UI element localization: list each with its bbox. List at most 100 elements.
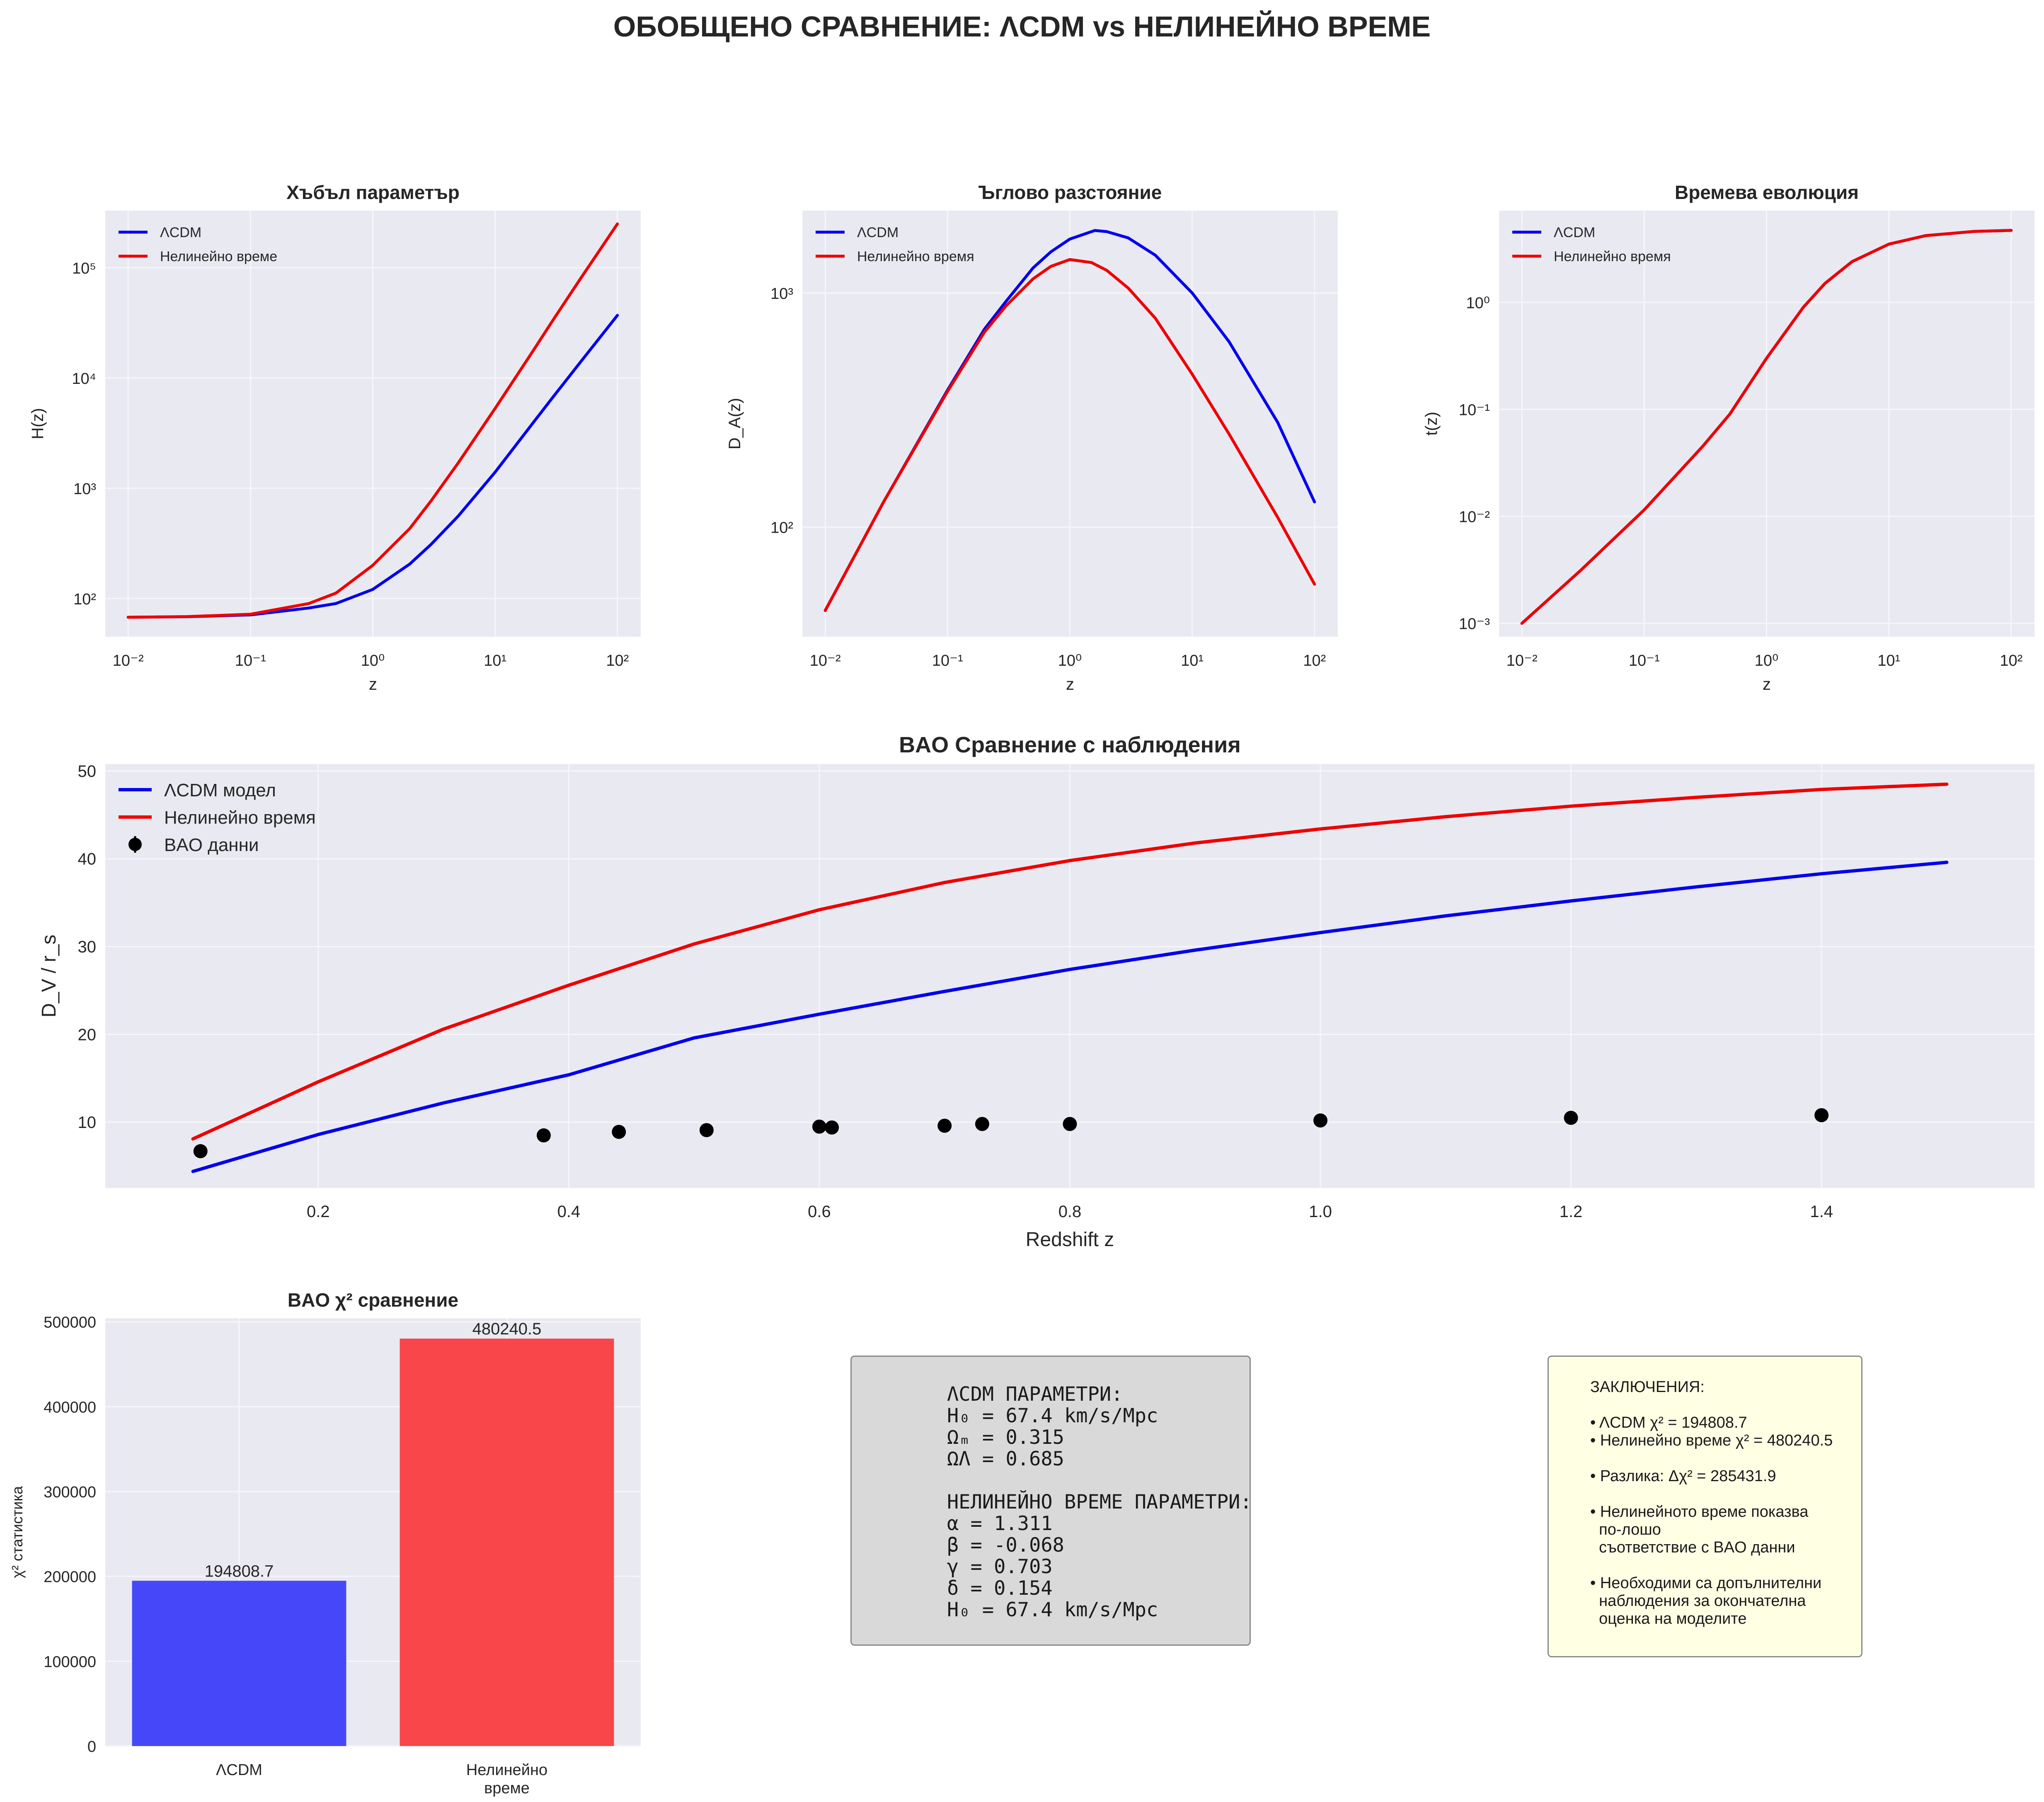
conclusion-line: оценка на моделите (1590, 1610, 1747, 1627)
x-tick-label: 10⁻¹ (932, 652, 963, 669)
figure-title: ОБОБЩЕНО СРАВНЕНИЕ: ΛCDM vs НЕЛИНЕЙНО ВР… (613, 10, 1431, 43)
series-line (126, 222, 619, 619)
y-tick-label: 10 (78, 1113, 97, 1132)
chart-title: BAO Сравнение с наблюдения (899, 732, 1241, 757)
x-tick-label: 1.0 (1309, 1203, 1332, 1221)
bar-value-label: 480240.5 (472, 1320, 542, 1338)
x-tick-label: 10² (1303, 652, 1326, 669)
x-tick-label: 0.6 (808, 1203, 831, 1221)
x-tick-label: 10¹ (1181, 652, 1204, 669)
x-category-label: време (484, 1780, 530, 1797)
conclusion-line: • Необходими са допълнителни (1590, 1574, 1822, 1592)
params-line: ΛCDM ПАРАМЕТРИ: (947, 1383, 1123, 1406)
data-point (975, 1117, 989, 1131)
chart-time: 10⁻² 10⁻¹ 10⁰ 10¹ 10² 10⁻³ 10⁻² 10⁻¹ 10⁰ ΛCDM Нели… (1422, 182, 2034, 694)
x-tick-label: 10⁻² (810, 652, 841, 669)
y-tick-label: 50 (78, 762, 97, 781)
conclusion-line: • Нелинейно време χ² = 480240.5 (1590, 1432, 1833, 1449)
parameters-box: ΛCDM ПАРАМЕТРИ: H₀ = 67.4 km/s/Mpc Ωₘ = … (850, 1356, 1252, 1646)
x-tick-label: 10² (2000, 652, 2022, 669)
x-tick-label: 10⁻² (113, 652, 144, 669)
y-tick-label: 200000 (44, 1569, 96, 1586)
chart-chi2: 0 100000 200000 300000 400000 500000 194808.7 Λ… (9, 1289, 641, 1797)
conclusion-line: • ΛCDM χ² = 194808.7 (1590, 1414, 1747, 1431)
conclusion-line (1590, 1450, 1861, 1467)
data-point (536, 1128, 551, 1142)
y-axis-label: D_V / r_s (38, 934, 60, 1017)
data-point (937, 1118, 952, 1133)
params-line: α = 1.311 (947, 1512, 1053, 1535)
y-tick-label: 400000 (44, 1399, 96, 1416)
x-category-label: Нелинейно (466, 1761, 547, 1779)
params-line: γ = 0.703 (947, 1555, 1053, 1578)
conclusion-line: по-лошо (1590, 1521, 1661, 1538)
data-point (1564, 1111, 1578, 1125)
legend-label: ΛCDM модел (164, 780, 276, 800)
y-tick-label: 10⁻³ (1459, 616, 1490, 633)
y-tick-label: 10⁰ (1466, 294, 1490, 312)
x-tick-label: 10⁻² (1506, 652, 1538, 669)
y-tick-label: 10³ (73, 480, 96, 498)
y-axis-label: χ² статистика (9, 1486, 26, 1578)
x-category-label: ΛCDM (216, 1761, 262, 1779)
params-line (947, 1470, 1250, 1492)
params-line: Ωₘ = 0.315 (947, 1426, 1064, 1449)
x-tick-label: 10² (606, 652, 629, 669)
legend-label: ΛCDM (1554, 225, 1595, 240)
chart-title: Хъбъл параметър (286, 182, 460, 203)
y-axis-label: D_A(z) (726, 398, 744, 449)
y-axis-label: H(z) (29, 408, 47, 439)
y-tick-label: 10⁵ (72, 260, 96, 277)
chart-hubble: 10⁻² 10⁻¹ 10⁰ 10¹ 10² 10² 10³ 10⁴ 10⁵ ΛCDM Нелиней… (29, 182, 641, 694)
legend-label: ΛCDM (857, 225, 898, 240)
data-point (825, 1120, 839, 1135)
x-tick-label: 10¹ (1877, 652, 1900, 669)
x-tick-label: 10⁻¹ (1629, 652, 1660, 669)
legend-point (128, 838, 142, 851)
x-tick-label: 10⁰ (1058, 652, 1082, 669)
x-tick-label: 0.2 (307, 1203, 330, 1221)
y-tick-label: 10⁻¹ (1459, 401, 1490, 419)
series-line (191, 861, 1949, 1173)
y-tick-label: 10³ (770, 285, 793, 303)
y-axis-label: t(z) (1422, 412, 1441, 436)
conclusion-line (1590, 1396, 1861, 1414)
params-line: H₀ = 67.4 km/s/Mpc (947, 1404, 1158, 1427)
y-tick-label: 10⁴ (72, 370, 96, 388)
chart-bao: 0.2 0.4 0.6 0.8 1.0 1.2 1.4 10 20 30 40 50 ΛCDM моде… (38, 732, 2034, 1251)
y-tick-label: 10² (770, 519, 793, 536)
x-tick-label: 0.8 (1058, 1203, 1082, 1221)
x-tick-label: 10⁻¹ (235, 652, 266, 669)
series-line (1520, 229, 2013, 625)
params-line: H₀ = 67.4 km/s/Mpc (947, 1598, 1158, 1621)
data-point (699, 1123, 714, 1137)
conclusions-box: ЗАКЛЮЧЕНИЯ: • ΛCDM χ² = 194808.7 • Нелин… (1548, 1356, 1862, 1657)
data-point (612, 1125, 626, 1139)
bar (132, 1581, 346, 1746)
conclusion-line: • Нелинейното време показва (1590, 1503, 1809, 1521)
x-tick-label: 1.2 (1560, 1203, 1583, 1221)
x-axis-label: z (1763, 675, 1771, 694)
x-axis-label: z (369, 675, 377, 694)
y-tick-label: 10⁻² (1459, 509, 1490, 526)
x-tick-label: 0.4 (557, 1203, 581, 1221)
conclusion-line: • Разлика: Δχ² = 285431.9 (1590, 1467, 1776, 1485)
x-tick-label: 10¹ (484, 652, 506, 669)
series-line (823, 258, 1316, 612)
series-line (191, 782, 1949, 1141)
conclusion-line: ЗАКЛЮЧЕНИЯ: (1590, 1378, 1705, 1396)
legend-label: Нелинейно время (164, 808, 316, 828)
params-line: δ = 0.154 (947, 1577, 1053, 1600)
y-tick-label: 20 (78, 1026, 97, 1044)
x-axis-label: z (1066, 675, 1074, 694)
data-point (193, 1144, 208, 1159)
chart-title: BAO χ² сравнение (288, 1289, 458, 1311)
legend-label: Нелинейно время (857, 249, 974, 264)
bar-value-label: 194808.7 (205, 1562, 274, 1580)
params-line: НЕЛИНЕЙНО ВРЕМЕ ПАРАМЕТРИ: (947, 1491, 1252, 1513)
legend-label: ΛCDM (160, 225, 201, 240)
legend-label: BAO данни (164, 835, 259, 855)
data-point (812, 1119, 826, 1134)
data-point (1063, 1117, 1077, 1131)
